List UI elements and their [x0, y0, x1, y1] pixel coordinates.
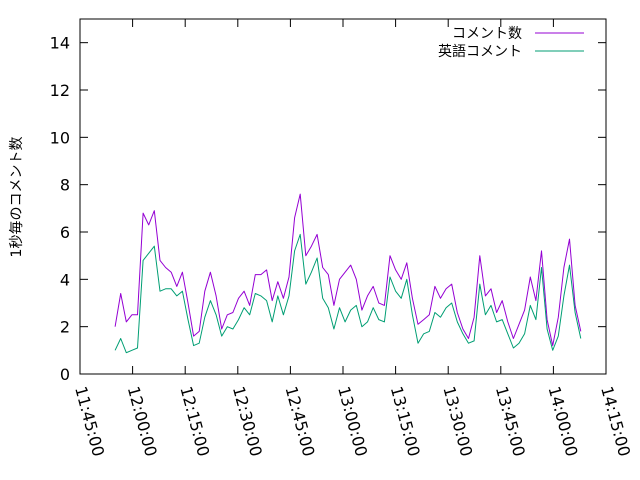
y-tick-label: 0 — [60, 365, 70, 384]
x-tick-label: 12:00:00 — [124, 384, 161, 458]
x-tick-label: 14:15:00 — [597, 384, 634, 458]
legend-label-english_comment: 英語コメント — [438, 43, 522, 60]
y-tick-label: 2 — [60, 318, 70, 337]
x-tick-label: 13:45:00 — [492, 384, 529, 458]
y-tick-label: 12 — [50, 81, 70, 100]
x-tick-label: 13:30:00 — [439, 384, 476, 458]
x-tick-label: 12:30:00 — [229, 384, 266, 458]
x-tick-labels: 11:45:00 12:00:00 12:15:00 12:30:00 12:45:00… — [71, 384, 634, 458]
y-axis-title: 1秒毎のコメント数 — [9, 137, 25, 258]
y-tick-label: 14 — [50, 34, 70, 53]
x-tick-label: 11:45:00 — [71, 384, 108, 458]
y-tick-label: 4 — [60, 270, 70, 289]
x-tick-label: 13:15:00 — [387, 384, 424, 458]
series-lines — [114, 193, 582, 354]
legend-label-comment_count: コメント数 — [452, 26, 522, 42]
y-tick-label: 6 — [60, 223, 70, 242]
series-line-english_comment — [114, 233, 582, 354]
y-tick-label: 8 — [60, 176, 70, 195]
x-tick-label: 13:00:00 — [334, 384, 371, 458]
x-tick-label: 14:00:00 — [545, 384, 582, 458]
x-tick-label: 12:45:00 — [282, 384, 319, 458]
y-tick-labels: 0 2 4 6 8 10 12 14 — [50, 34, 70, 384]
series-line-comment_count — [114, 193, 582, 347]
y-tick-label: 10 — [50, 128, 70, 147]
plot-frame — [79, 18, 607, 375]
x-tick-label: 12:15:00 — [176, 384, 213, 458]
